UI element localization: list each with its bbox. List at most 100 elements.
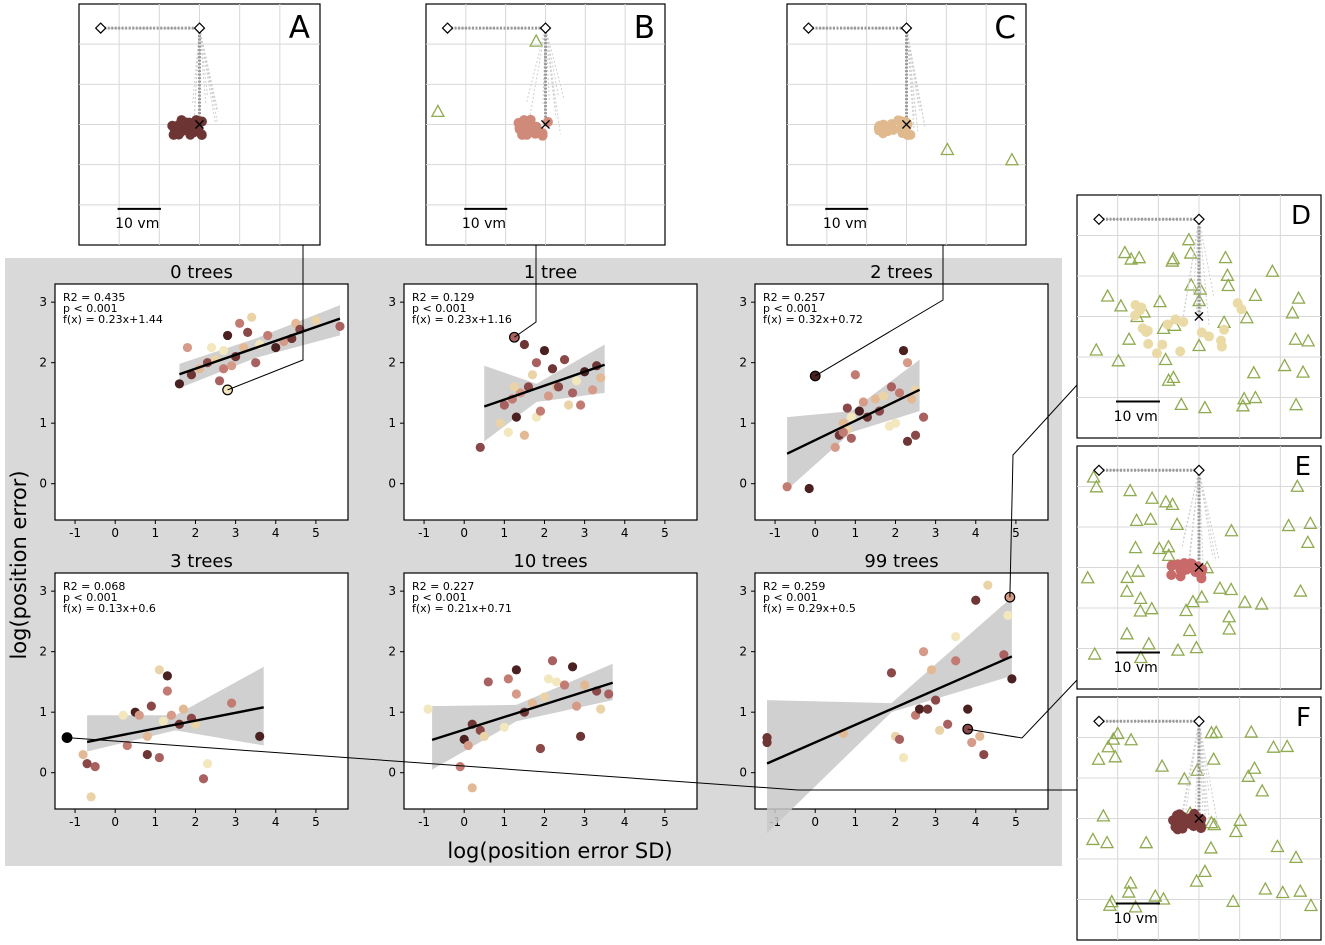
tree-marker — [1170, 517, 1185, 531]
tree-marker — [1141, 636, 1156, 650]
y-tick-label: 3 — [388, 584, 396, 598]
data-point — [894, 388, 905, 398]
data-point — [82, 759, 92, 769]
data-point — [511, 689, 521, 699]
y-tick-label: 1 — [388, 416, 396, 430]
data-point — [335, 321, 345, 331]
data-point — [927, 665, 937, 675]
data-point — [218, 364, 229, 374]
x-tick-label: 1 — [501, 815, 509, 829]
x-tick-label: -1 — [69, 526, 81, 540]
panel-letter: F — [1296, 703, 1311, 733]
response-point — [893, 115, 904, 126]
tree-marker — [1280, 739, 1295, 753]
waypoint-diamond — [193, 22, 206, 34]
data-point — [86, 792, 96, 802]
stat-line: p < 0.001 — [763, 302, 818, 315]
x-tick-label: 0 — [460, 526, 468, 540]
tree-marker — [1303, 516, 1318, 530]
tree-marker — [1152, 294, 1168, 308]
tree-marker — [1303, 898, 1319, 912]
x-tick-label: 0 — [811, 815, 819, 829]
goal-x-marker: × — [539, 115, 552, 134]
y-tick-label: 0 — [39, 766, 47, 780]
panel-title: 1 tree — [524, 262, 577, 283]
scale-bar-label: 10 vm — [1114, 911, 1158, 927]
waypoint-diamond — [94, 22, 107, 34]
response-point — [1204, 331, 1215, 342]
data-point — [979, 749, 989, 760]
tree-marker — [1119, 583, 1135, 597]
y-tick-label: 1 — [39, 416, 47, 430]
x-tick-label: 2 — [892, 815, 900, 829]
data-point — [499, 400, 509, 410]
data-point — [906, 394, 917, 404]
tree-marker — [1096, 808, 1111, 822]
scale-bar-label: 10 vm — [115, 216, 159, 232]
data-point — [762, 732, 772, 743]
tree-marker — [1285, 305, 1300, 319]
tree-marker — [1197, 400, 1212, 414]
data-point — [509, 382, 519, 392]
tree-marker — [1161, 539, 1176, 553]
data-point — [935, 725, 945, 735]
tree-marker — [529, 33, 544, 47]
y-tick-label: 1 — [388, 705, 396, 719]
regression-line — [431, 681, 614, 742]
x-axis-label: log(position error SD) — [447, 839, 672, 863]
inset-e: × 10 vm E — [1076, 445, 1322, 690]
y-axis-label: log(position error) — [7, 470, 31, 659]
tree-marker — [1178, 603, 1194, 617]
data-point — [963, 704, 973, 714]
response-point — [905, 129, 916, 140]
data-point — [886, 668, 897, 678]
tree-marker — [1174, 397, 1189, 411]
tree-marker — [1089, 479, 1104, 493]
stat-line: p < 0.001 — [412, 591, 467, 604]
tree-marker — [1111, 353, 1126, 367]
x-tick-label: 4 — [272, 526, 280, 540]
data-point — [971, 595, 981, 605]
stat-line: p < 0.001 — [63, 591, 118, 604]
goal-x-marker: × — [193, 115, 206, 134]
tree-marker — [1099, 835, 1115, 849]
x-tick-label: 5 — [661, 526, 669, 540]
inset-d: × 10 vm D — [1076, 194, 1322, 439]
x-tick-label: 5 — [312, 526, 320, 540]
data-point — [154, 665, 164, 675]
x-tick-label: 3 — [581, 815, 589, 829]
tree-marker — [1246, 365, 1261, 379]
tree-marker — [1300, 535, 1315, 549]
data-point — [553, 382, 564, 392]
stat-line: p < 0.001 — [63, 302, 118, 315]
response-point — [537, 130, 548, 141]
waypoint-diamond — [1193, 464, 1205, 477]
tree-marker — [1119, 626, 1135, 640]
data-point — [475, 442, 485, 452]
response-point — [1196, 327, 1207, 338]
data-point — [467, 783, 477, 793]
response-point — [1195, 570, 1206, 581]
waypoint-diamond — [1093, 715, 1105, 728]
inset-c: × 10 vm C — [786, 3, 1027, 246]
data-point — [830, 442, 840, 452]
y-tick-label: 2 — [39, 645, 47, 659]
data-point — [251, 358, 261, 368]
stat-line: R2 = 0.435 — [63, 291, 125, 304]
stat-line: R2 = 0.068 — [63, 580, 125, 593]
response-point — [1162, 319, 1173, 330]
data-point — [142, 731, 152, 741]
data-point — [511, 412, 521, 422]
data-point — [571, 701, 582, 711]
x-tick-label: 2 — [541, 526, 549, 540]
data-point — [479, 731, 489, 741]
stat-line: f(x) = 0.21x+0.71 — [412, 602, 512, 615]
tree-marker — [1133, 650, 1148, 664]
data-point — [483, 677, 493, 687]
tree-marker — [1181, 232, 1196, 246]
x-tick-label: -1 — [69, 815, 81, 829]
data-point — [898, 752, 909, 763]
tree-marker — [1177, 771, 1192, 785]
